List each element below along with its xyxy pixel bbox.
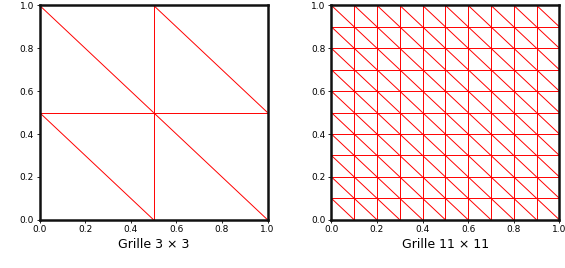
X-axis label: Grille 3 × 3: Grille 3 × 3	[118, 239, 189, 251]
X-axis label: Grille 11 × 11: Grille 11 × 11	[402, 239, 489, 251]
